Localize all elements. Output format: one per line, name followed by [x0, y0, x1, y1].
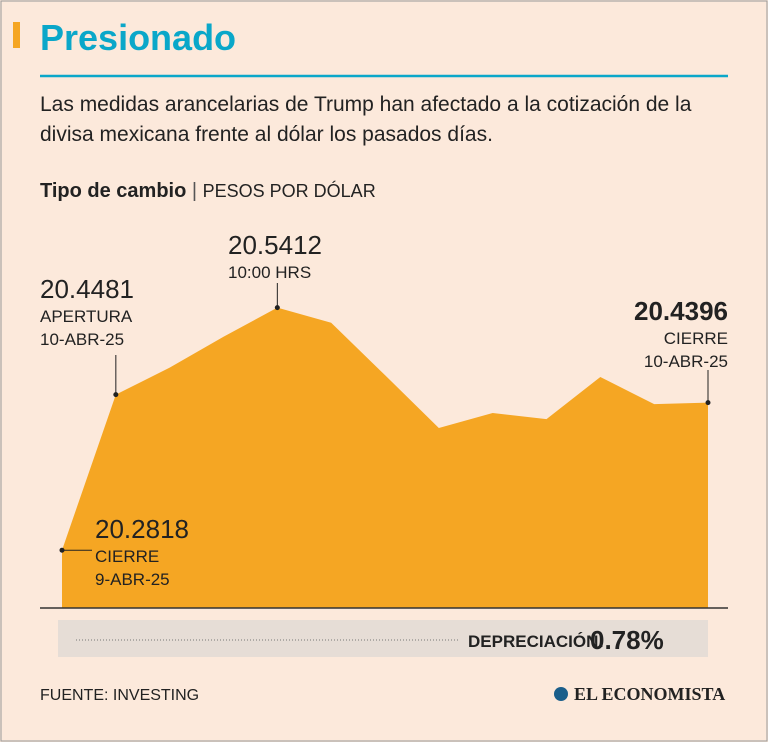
axis-title-line: Tipo de cambio | PESOS POR DÓLAR: [40, 180, 376, 202]
point-note: 10-ABR-25: [644, 352, 728, 371]
title-marker: [13, 22, 20, 48]
brand: EL ECONOMISTA: [574, 684, 725, 704]
subtitle: Las medidas arancelarias de Trump han af…: [40, 93, 692, 146]
area: [62, 307, 708, 608]
point-note: CIERRE: [95, 547, 159, 566]
subtitle-box: Las medidas arancelarias de Trump han af…: [40, 93, 692, 146]
chart-title: Presionado: [40, 17, 236, 58]
separator: |: [186, 180, 202, 202]
source: FUENTE: INVESTING: [40, 687, 199, 704]
depreciation-value: 0.78%: [590, 625, 664, 655]
point-note: 9-ABR-25: [95, 570, 170, 589]
brand-logo: [554, 687, 568, 701]
point-note: 10:00 HRS: [228, 263, 311, 282]
data-label: 20.5412: [228, 230, 322, 260]
data-label: 20.4396: [634, 296, 728, 326]
point-note: CIERRE: [664, 329, 728, 348]
depreciation-box: [58, 620, 708, 657]
depreciation-label: DEPRECIACIÓN:: [468, 632, 604, 651]
data-label: 20.4481: [40, 274, 134, 304]
plot: 20.2818 CIERRE 9-ABR-25 20.4481 APERTURA 10-A…: [40, 230, 728, 608]
axis-unit: PESOS POR DÓLAR: [203, 180, 376, 201]
point-note: 10-ABR-25: [40, 330, 124, 349]
axis-title: Tipo de cambio: [40, 180, 186, 202]
data-label: 20.2818: [95, 514, 189, 544]
point-note: APERTURA: [40, 307, 133, 326]
